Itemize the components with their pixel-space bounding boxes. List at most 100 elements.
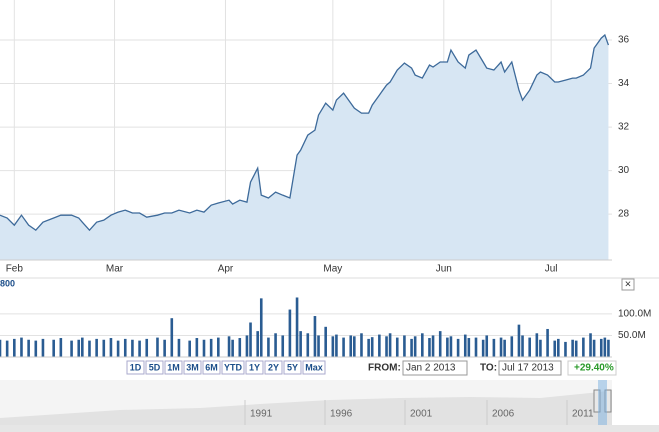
plot-layer <box>0 0 612 357</box>
volume-bar <box>138 340 141 357</box>
range-button[interactable]: Max <box>302 360 326 375</box>
volume-bar <box>231 339 234 357</box>
volume-bar <box>388 333 392 357</box>
x-tick-label: Apr <box>218 264 234 275</box>
range-button-label[interactable]: Max <box>305 362 323 372</box>
volume-bar <box>259 298 263 357</box>
volume-bar <box>306 333 310 357</box>
range-button-label[interactable]: 3M <box>186 362 199 372</box>
range-button-box[interactable] <box>245 360 264 375</box>
volume-bar <box>145 338 149 357</box>
volume-bar <box>592 339 596 357</box>
range-button-label[interactable]: 5Y <box>287 362 298 372</box>
range-button[interactable]: 1M <box>164 360 183 375</box>
range-button-box[interactable] <box>264 360 283 375</box>
volume-bar <box>353 336 356 357</box>
volume-bar <box>485 335 489 357</box>
volume-bar <box>156 337 159 357</box>
range-button-box[interactable] <box>302 360 326 375</box>
volume-bar <box>249 322 252 357</box>
volume-bar <box>109 338 113 357</box>
volume-bar <box>202 339 206 357</box>
volume-bar <box>370 337 374 357</box>
volume-bar <box>116 340 120 357</box>
volume-bar <box>317 335 320 357</box>
volume-bar <box>510 336 514 357</box>
volume-bar <box>81 337 84 357</box>
range-button[interactable]: 1D <box>126 360 145 375</box>
volume-bar <box>295 297 299 357</box>
scrollbar[interactable] <box>0 425 659 432</box>
volume-bar <box>517 324 521 357</box>
volume-bar <box>449 336 453 357</box>
to-label: TO: <box>480 363 497 374</box>
legend-fragment: 800 <box>0 278 15 288</box>
range-button[interactable]: 5D <box>145 360 164 375</box>
y-tick-label: 32 <box>618 122 630 133</box>
price-area <box>0 35 609 260</box>
volume-bar <box>413 336 417 357</box>
range-button[interactable]: YTD <box>221 360 245 375</box>
range-button-box[interactable] <box>126 360 145 375</box>
close-icon[interactable]: × <box>625 278 631 290</box>
volume-bar <box>299 331 302 357</box>
range-button-label[interactable]: 6M <box>205 362 218 372</box>
x-tick-label: Jul <box>545 264 558 275</box>
volume-bar <box>428 338 431 357</box>
to-value[interactable]: Jul 17 2013 <box>502 363 554 374</box>
volume-bar <box>123 338 127 357</box>
volume-bar <box>492 338 496 357</box>
range-button-box[interactable] <box>283 360 302 375</box>
range-button-box[interactable] <box>183 360 202 375</box>
volume-bar <box>571 339 574 357</box>
range-button-label[interactable]: 1D <box>130 362 142 372</box>
volume-bar <box>403 335 406 357</box>
range-button-box[interactable] <box>202 360 221 375</box>
volume-bar <box>88 340 91 357</box>
volume-bar <box>331 336 335 357</box>
volume-bar <box>574 340 578 357</box>
to-input[interactable] <box>498 360 562 376</box>
volume-bar <box>163 339 166 357</box>
navigator-selection[interactable] <box>598 380 607 425</box>
close-button[interactable] <box>621 278 635 291</box>
volume-bar <box>245 335 249 357</box>
x-tick-label: Feb <box>6 264 24 275</box>
from-input[interactable] <box>402 360 468 376</box>
volume-bar <box>195 338 199 357</box>
volume-bar <box>589 333 592 357</box>
volume-bar <box>539 339 542 357</box>
y-tick-label: 50.0M <box>618 330 646 341</box>
range-button-label[interactable]: YTD <box>224 362 243 372</box>
volume-bar <box>421 333 424 357</box>
range-button[interactable]: 3M <box>183 360 202 375</box>
volume-bar <box>313 316 317 357</box>
range-button-box[interactable] <box>164 360 183 375</box>
volume-bar <box>238 338 242 357</box>
range-button[interactable]: 2Y <box>264 360 283 375</box>
volume-bar <box>481 339 485 357</box>
x-tick-label: Mar <box>106 264 124 275</box>
from-value[interactable]: Jan 2 2013 <box>406 363 456 374</box>
navigator-area <box>0 390 612 425</box>
range-button-label[interactable]: 5D <box>149 362 161 372</box>
range-button-label[interactable]: 1M <box>167 362 180 372</box>
volume-bar <box>324 326 327 357</box>
range-button[interactable]: 1Y <box>245 360 264 375</box>
range-button[interactable]: 6M <box>202 360 221 375</box>
volume-bar <box>349 335 353 357</box>
range-button[interactable]: 5Y <box>283 360 302 375</box>
volume-bar <box>467 338 471 357</box>
volume-bar <box>34 340 38 357</box>
range-button-box[interactable] <box>145 360 164 375</box>
volume-bar <box>582 337 585 357</box>
navigator-label: 2011 <box>572 409 594 420</box>
volume-bar <box>410 338 413 357</box>
navigator-label: 2006 <box>492 409 515 420</box>
range-button-box[interactable] <box>221 360 245 375</box>
range-button-label[interactable]: 1Y <box>249 362 260 372</box>
change-box <box>567 360 617 376</box>
volume-bar <box>599 338 603 357</box>
range-button-label[interactable]: 2Y <box>268 362 279 372</box>
